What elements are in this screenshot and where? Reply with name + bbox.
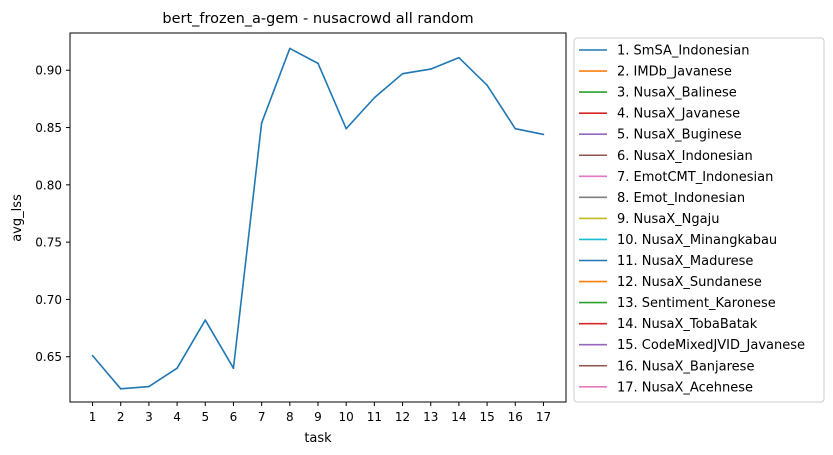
y-axis-label: avg_lss — [10, 194, 25, 242]
x-tick-label: 16 — [508, 410, 523, 424]
y-tick-label: 0.65 — [35, 350, 62, 364]
legend-label: 9. NusaX_Ngaju — [617, 212, 719, 227]
legend-item: 14. NusaX_TobaBatak — [579, 317, 758, 332]
x-axis-label: task — [304, 431, 332, 446]
legend-item: 11. NusaX_Madurese — [579, 254, 753, 269]
legend-label: 7. EmotCMT_Indonesian — [617, 170, 773, 185]
legend-label: 11. NusaX_Madurese — [617, 254, 753, 269]
y-tick-label: 0.80 — [35, 178, 62, 192]
legend-item: 3. NusaX_Balinese — [579, 86, 737, 101]
legend-item: 9. NusaX_Ngaju — [579, 212, 719, 227]
legend-item: 6. NusaX_Indonesian — [579, 149, 753, 164]
legend: 1. SmSA_Indonesian 2. IMDb_Javanese 3. Nus… — [573, 37, 825, 403]
data-point — [429, 68, 432, 70]
x-tick-label: 17 — [536, 410, 551, 424]
plot-area: 1 2 3 4 5 6 7 8 9 10 11 12 13 14 15 16 17 0.650.700.750.… — [35, 32, 567, 424]
legend-label: 5. NusaX_Buginese — [617, 128, 742, 143]
legend-item: 15. CodeMixedJVID_Javanese — [579, 338, 805, 353]
plot-frame — [69, 32, 567, 403]
legend-item: 7. EmotCMT_Indonesian — [579, 170, 773, 185]
legend-item: 10. NusaX_Minangkabau — [579, 233, 777, 248]
series-lines — [91, 47, 545, 390]
x-tick-label: 6 — [230, 410, 238, 424]
x-tick-label: 1 — [89, 410, 97, 424]
y-tick-label: 0.75 — [35, 236, 62, 250]
legend-label: 12. NusaX_Sundanese — [617, 275, 762, 290]
data-point — [204, 319, 207, 321]
data-point — [148, 385, 150, 388]
y-tick-label: 0.85 — [35, 121, 62, 135]
legend-label: 10. NusaX_Minangkabau — [617, 233, 777, 248]
data-point — [317, 62, 319, 65]
data-point — [345, 127, 347, 130]
data-point — [289, 47, 291, 50]
data-point — [119, 388, 122, 390]
legend-label: 3. NusaX_Balinese — [617, 86, 737, 101]
data-point — [232, 367, 235, 369]
data-point — [91, 354, 94, 357]
x-tick-label: 12 — [395, 410, 410, 424]
legend-label: 14. NusaX_TobaBatak — [617, 317, 758, 332]
x-tick-label: 2 — [117, 410, 125, 424]
data-point — [514, 127, 517, 130]
legend-item: 2. IMDb_Javanese — [579, 65, 732, 80]
legend-label: 4. NusaX_Javanese — [617, 107, 740, 122]
data-point — [401, 72, 404, 75]
legend-item: 12. NusaX_Sundanese — [579, 275, 762, 290]
x-tick-label: 3 — [145, 410, 153, 424]
legend-item: 8. Emot_Indonesian — [579, 191, 745, 206]
legend-label: 6. NusaX_Indonesian — [617, 149, 753, 164]
legend-label: 13. Sentiment_Karonese — [617, 296, 776, 311]
y-tick-label: 0.70 — [35, 293, 62, 307]
legend-item: 16. NusaX_Banjarese — [579, 359, 754, 374]
x-tick-label: 10 — [339, 410, 354, 424]
legend-label: 16. NusaX_Banjarese — [617, 359, 754, 374]
x-axis-ticks: 1 2 3 4 5 6 7 8 9 10 11 12 13 14 15 16 17 — [89, 402, 551, 424]
series-line — [91, 47, 544, 390]
data-point — [260, 122, 263, 124]
legend-label: 8. Emot_Indonesian — [617, 191, 745, 206]
legend-item: 17. NusaX_Acehnese — [579, 380, 753, 395]
data-point — [373, 96, 376, 99]
series-points — [91, 47, 545, 390]
legend-label: 17. NusaX_Acehnese — [617, 380, 753, 395]
data-point — [458, 56, 460, 59]
x-tick-label: 13 — [423, 410, 438, 424]
chart-title: bert_frozen_a-gem - nusacrowd all random — [162, 11, 473, 27]
x-tick-label: 4 — [173, 410, 181, 424]
x-tick-label: 5 — [201, 410, 209, 424]
y-tick-label: 0.90 — [35, 64, 62, 78]
data-point — [542, 133, 545, 136]
data-point — [176, 367, 178, 369]
legend-label: 1. SmSA_Indonesian — [617, 44, 749, 59]
legend-item: 13. Sentiment_Karonese — [579, 296, 776, 311]
legend-item: 1. SmSA_Indonesian — [579, 44, 749, 59]
x-tick-label: 7 — [258, 410, 266, 424]
legend-label: 2. IMDb_Javanese — [617, 65, 732, 80]
data-point — [486, 84, 488, 86]
legend-item: 4. NusaX_Javanese — [579, 107, 740, 122]
legend-label: 15. CodeMixedJVID_Javanese — [617, 338, 805, 353]
x-tick-label: 11 — [367, 410, 382, 424]
x-tick-label: 8 — [286, 410, 294, 424]
y-axis-ticks: 0.65 0.70 0.75 0.80 0.85 0.90 — [35, 64, 70, 364]
x-tick-label: 9 — [314, 410, 322, 424]
legend-frame — [573, 37, 825, 403]
legend-item: 5. NusaX_Buginese — [579, 128, 742, 143]
x-tick-label: 15 — [479, 410, 494, 424]
x-tick-label: 14 — [451, 410, 466, 424]
